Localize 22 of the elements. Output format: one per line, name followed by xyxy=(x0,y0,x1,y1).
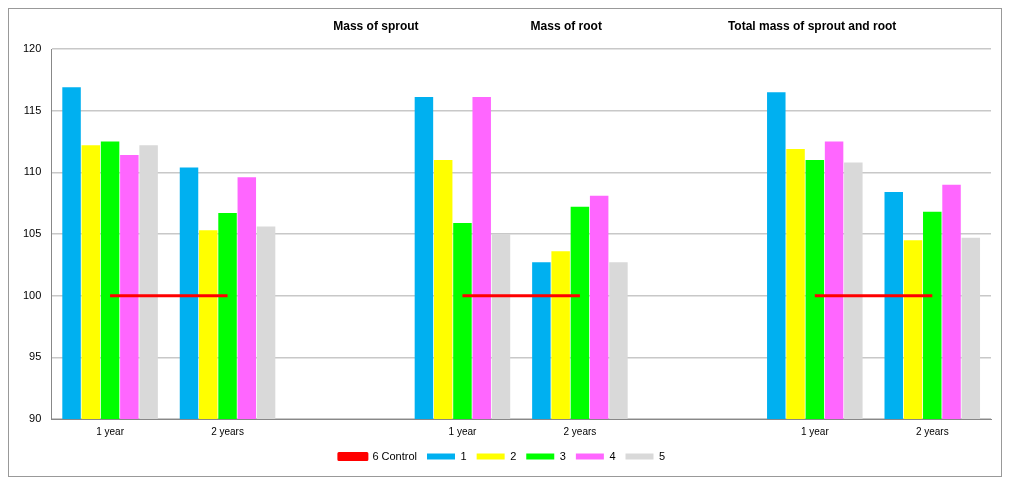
y-tick-label: 120 xyxy=(22,42,42,55)
x-tick-label: 1 year xyxy=(448,425,478,437)
text: Mass of root xyxy=(530,19,602,34)
legend-label: 1 xyxy=(460,449,467,462)
legend-label: 2 xyxy=(510,449,517,462)
y-tick-label: 110 xyxy=(23,165,42,178)
x-tick-label: 2 years xyxy=(211,425,244,437)
legend-label: 4 xyxy=(609,449,616,462)
x-tick-label: 2 years xyxy=(915,425,949,437)
text: Mass of sprout xyxy=(333,19,419,34)
y-tick-label: 105 xyxy=(22,227,42,240)
legend-label: 3 xyxy=(559,449,566,462)
text: Total mass of sprout and root xyxy=(727,19,897,34)
x-tick-label: 2 years xyxy=(563,425,597,437)
y-tick-label: 115 xyxy=(23,103,42,116)
y-tick-label: 100 xyxy=(22,288,42,301)
y-tick-label: 90 xyxy=(29,412,42,425)
legend-label: 6 Control xyxy=(372,449,418,462)
y-tick-label: 95 xyxy=(29,350,42,363)
legend-label: 5 xyxy=(658,449,666,462)
x-tick-label: 1 year xyxy=(800,425,830,437)
x-tick-label: 1 year xyxy=(96,425,125,437)
